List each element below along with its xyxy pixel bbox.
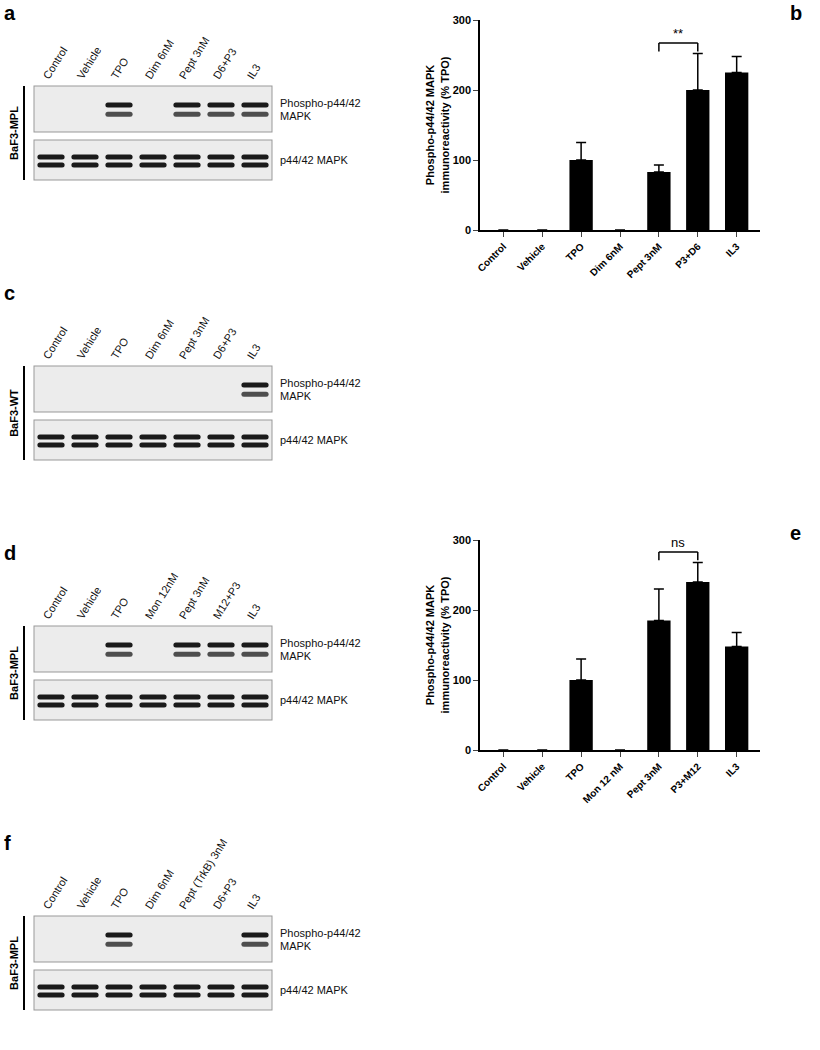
svg-text:IL3: IL3 bbox=[245, 892, 263, 911]
svg-text:Dim 6nM: Dim 6nM bbox=[588, 241, 625, 278]
svg-text:M12+P3: M12+P3 bbox=[211, 580, 243, 621]
html-text:d: d bbox=[4, 542, 17, 564]
svg-text:IL3: IL3 bbox=[724, 761, 742, 779]
svg-text:MAPK: MAPK bbox=[280, 390, 312, 402]
svg-text:Vehicle: Vehicle bbox=[75, 875, 104, 911]
svg-text:Pept (TrkB) 3nM: Pept (TrkB) 3nM bbox=[176, 836, 230, 912]
html-text:a: a bbox=[4, 2, 16, 24]
svg-text:Vehicle: Vehicle bbox=[75, 585, 104, 621]
svg-text:100: 100 bbox=[453, 154, 471, 166]
svg-text:Dim 6nM: Dim 6nM bbox=[143, 317, 177, 361]
svg-text:P3+M12: P3+M12 bbox=[668, 761, 703, 796]
svg-text:P3+D6: P3+D6 bbox=[673, 241, 703, 271]
html-text:c: c bbox=[4, 282, 16, 304]
html-text:e: e bbox=[790, 522, 802, 544]
svg-text:Control: Control bbox=[41, 45, 70, 81]
svg-text:MAPK: MAPK bbox=[280, 940, 312, 952]
svg-text:200: 200 bbox=[453, 84, 471, 96]
svg-text:Mon 12nM: Mon 12nM bbox=[143, 571, 181, 621]
svg-text:MAPK: MAPK bbox=[280, 650, 312, 662]
svg-text:Control: Control bbox=[41, 875, 70, 911]
svg-text:Control: Control bbox=[41, 325, 70, 361]
svg-text:Vehicle: Vehicle bbox=[75, 45, 104, 81]
svg-text:Pept 3nM: Pept 3nM bbox=[177, 575, 212, 621]
svg-text:Phospho-p44/42 MAPKimmunoreact: Phospho-p44/42 MAPKimmunoreactivity (% T… bbox=[424, 576, 450, 713]
svg-text:MAPK: MAPK bbox=[280, 110, 312, 122]
svg-text:IL3: IL3 bbox=[245, 602, 263, 621]
svg-text:Phospho-p44/42: Phospho-p44/42 bbox=[280, 637, 361, 649]
svg-text:p44/42 MAPK: p44/42 MAPK bbox=[280, 154, 349, 166]
html-text:b: b bbox=[790, 2, 803, 24]
svg-text:BaF3-MPL: BaF3-MPL bbox=[8, 936, 20, 990]
svg-text:Dim 6nM: Dim 6nM bbox=[143, 37, 177, 81]
svg-text:300: 300 bbox=[453, 534, 471, 546]
svg-text:IL3: IL3 bbox=[245, 62, 263, 81]
svg-text:Pept 3nM: Pept 3nM bbox=[625, 241, 664, 280]
svg-text:Phospho-p44/42: Phospho-p44/42 bbox=[280, 377, 361, 389]
svg-text:Phospho-p44/42: Phospho-p44/42 bbox=[280, 97, 361, 109]
svg-text:IL3: IL3 bbox=[724, 241, 742, 259]
svg-text:D6+P3: D6+P3 bbox=[211, 46, 239, 81]
svg-text:Pept 3nM: Pept 3nM bbox=[177, 315, 212, 361]
svg-text:TPO: TPO bbox=[109, 595, 131, 621]
svg-text:Pept 3nM: Pept 3nM bbox=[625, 761, 664, 800]
svg-text:0: 0 bbox=[465, 744, 471, 756]
svg-text:p44/42 MAPK: p44/42 MAPK bbox=[280, 984, 349, 996]
svg-text:TPO: TPO bbox=[564, 761, 586, 783]
svg-text:Phospho-p44/42: Phospho-p44/42 bbox=[280, 927, 361, 939]
svg-text:ns: ns bbox=[671, 535, 685, 550]
svg-text:Control: Control bbox=[475, 761, 508, 794]
svg-text:D6+P3: D6+P3 bbox=[211, 876, 239, 911]
svg-text:Mon 12 nM: Mon 12 nM bbox=[581, 761, 625, 805]
svg-text:Control: Control bbox=[475, 241, 508, 274]
svg-text:Vehicle: Vehicle bbox=[515, 241, 547, 273]
svg-text:200: 200 bbox=[453, 604, 471, 616]
svg-text:0: 0 bbox=[465, 224, 471, 236]
svg-text:TPO: TPO bbox=[109, 885, 131, 911]
svg-text:TPO: TPO bbox=[564, 241, 586, 263]
svg-text:Vehicle: Vehicle bbox=[75, 325, 104, 361]
svg-text:100: 100 bbox=[453, 674, 471, 686]
svg-text:Vehicle: Vehicle bbox=[515, 761, 547, 793]
svg-text:BaF3-MPL: BaF3-MPL bbox=[8, 646, 20, 700]
svg-text:D6+P3: D6+P3 bbox=[211, 326, 239, 361]
svg-text:300: 300 bbox=[453, 14, 471, 26]
svg-text:Control: Control bbox=[41, 585, 70, 621]
svg-text:Dim 6nM: Dim 6nM bbox=[143, 867, 177, 911]
svg-text:BaF3-MPL: BaF3-MPL bbox=[8, 106, 20, 160]
svg-text:p44/42 MAPK: p44/42 MAPK bbox=[280, 694, 349, 706]
svg-text:TPO: TPO bbox=[109, 55, 131, 81]
svg-text:TPO: TPO bbox=[109, 335, 131, 361]
svg-text:**: ** bbox=[673, 26, 683, 41]
svg-text:Pept 3nM: Pept 3nM bbox=[177, 35, 212, 81]
svg-text:IL3: IL3 bbox=[245, 342, 263, 361]
svg-text:Phospho-p44/42 MAPKimmunoreact: Phospho-p44/42 MAPKimmunoreactivity (% T… bbox=[424, 56, 450, 193]
html-text:f: f bbox=[4, 832, 11, 854]
svg-text:BaF3-WT: BaF3-WT bbox=[8, 389, 20, 437]
svg-text:p44/42 MAPK: p44/42 MAPK bbox=[280, 434, 349, 446]
